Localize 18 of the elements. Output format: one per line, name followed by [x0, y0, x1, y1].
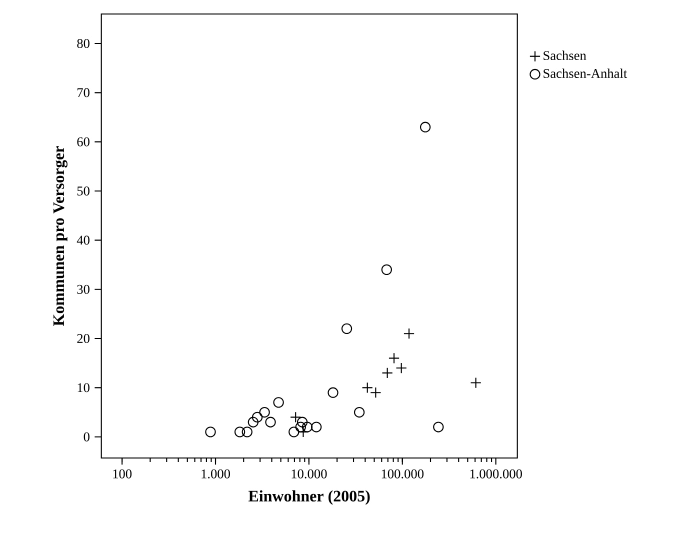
y-tick-label: 50 — [77, 186, 90, 196]
y-tick-label: 40 — [76, 236, 90, 245]
x-tick-label: 100.000 — [382, 469, 424, 478]
y-tick-label: 60 — [77, 137, 90, 146]
x-axis-title: Einwohner (2005) — [248, 490, 370, 505]
y-tick-label: 70 — [78, 88, 90, 98]
y-tick-label: 0 — [84, 432, 90, 442]
y-tick-label: 80 — [77, 39, 90, 48]
y-tick-label: 30 — [77, 284, 90, 294]
x-tick-label: 1.000 — [202, 469, 230, 478]
x-tick-label: 1.000.000 — [470, 469, 522, 478]
y-axis-title: Kommunen pro Versorger — [53, 146, 68, 326]
y-tick-label: 20 — [77, 334, 90, 344]
x-tick-label: 10.000 — [292, 469, 327, 478]
legend-label: Sachsen-Anhalt — [544, 68, 628, 78]
x-tick-label: 100 — [113, 469, 132, 478]
y-tick-label: 10 — [78, 383, 90, 392]
legend-label: Sachsen — [544, 50, 586, 60]
